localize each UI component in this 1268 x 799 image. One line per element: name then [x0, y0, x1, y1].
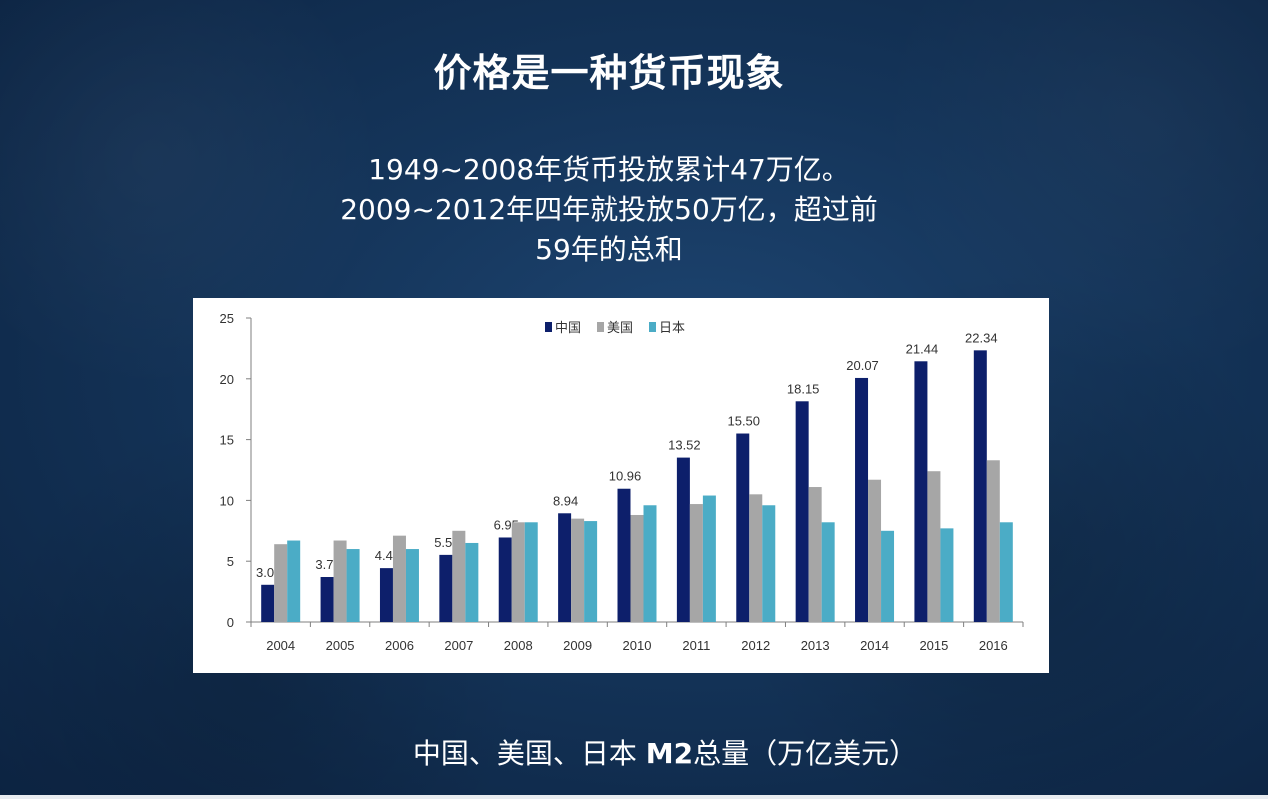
bar-japan — [584, 521, 598, 622]
bar-china — [855, 377, 869, 622]
bar-japan — [524, 522, 538, 622]
bar-china — [676, 457, 690, 622]
data-label: 21.44 — [906, 341, 939, 356]
x-tick-label: 2009 — [563, 638, 592, 653]
x-tick-label: 2010 — [623, 638, 652, 653]
data-label: 15.50 — [727, 414, 760, 429]
legend-label: 美国 — [607, 320, 633, 335]
bar-usa — [511, 522, 525, 622]
bar-china — [617, 488, 631, 622]
bar-usa — [274, 544, 288, 622]
bar-japan — [465, 542, 479, 622]
data-label: 10.96 — [609, 469, 642, 484]
caption-suffix: 总量（万亿美元） — [693, 737, 918, 770]
x-tick-label: 2006 — [385, 638, 414, 653]
slide-title: 价格是一种货币现象 — [433, 51, 785, 95]
m2-bar-chart: 05101520253.0620043.7020054.4320065.5220… — [220, 311, 1024, 653]
data-label: 22.34 — [965, 330, 998, 345]
bar-usa — [927, 471, 941, 622]
x-tick-label: 2011 — [682, 638, 710, 653]
chart-caption: 中国、美国、日本 M2总量（万亿美元） — [340, 732, 990, 772]
bar-china — [498, 537, 512, 622]
chart-panel: 0 5 10 15 20 25 3.06 2004 3.70 2005 4.43 2006 5.52 20… — [193, 298, 1049, 673]
y-tick-label: 0 — [227, 615, 234, 630]
x-tick-label: 2005 — [326, 638, 355, 653]
bar-japan — [821, 522, 835, 622]
bar-usa — [392, 535, 406, 622]
y-tick-label: 15 — [220, 433, 234, 448]
legend-label: 中国 — [555, 320, 581, 335]
bar-china — [320, 577, 334, 622]
legend-swatch — [597, 322, 604, 332]
bar-usa — [452, 530, 466, 622]
y-tick-label: 10 — [220, 493, 234, 508]
x-tick-label: 2004 — [266, 638, 295, 653]
bar-usa — [986, 460, 1000, 622]
bar-usa — [689, 504, 703, 622]
x-tick-label: 2012 — [741, 638, 770, 653]
x-tick-label: 2016 — [979, 638, 1008, 653]
x-tick-label: 2015 — [919, 638, 948, 653]
bar-japan — [881, 530, 895, 622]
bar-china — [914, 361, 928, 622]
x-tick-label: 2013 — [801, 638, 830, 653]
data-label: 20.07 — [846, 358, 879, 373]
x-tick-label: 2008 — [504, 638, 533, 653]
bar-china — [795, 401, 809, 622]
subtitle-line-1: 1949~2008年货币投放累计47万亿。 — [368, 153, 850, 186]
data-label: 18.15 — [787, 381, 820, 396]
bar-japan — [643, 505, 657, 622]
bar-japan — [702, 495, 716, 622]
subtitle: 1949~2008年货币投放累计47万亿。 2009~2012年四年就投放50万… — [200, 150, 1018, 270]
x-tick-label: 2007 — [444, 638, 473, 653]
bar-usa — [630, 514, 644, 622]
y-tick-label: 5 — [227, 554, 234, 569]
bar-usa — [808, 487, 822, 622]
bar-china — [736, 433, 750, 622]
legend-swatch — [545, 322, 552, 332]
legend-label: 日本 — [659, 320, 685, 335]
y-tick-label: 25 — [220, 311, 234, 326]
bar-usa — [333, 540, 347, 622]
data-label: 8.94 — [553, 493, 578, 508]
bar-japan — [940, 528, 954, 622]
bar-japan — [346, 549, 360, 622]
bar-usa — [571, 518, 585, 622]
subtitle-line-2: 2009~2012年四年就投放50万亿，超过前 — [340, 193, 878, 226]
caption-prefix: 中国、美国、日本 — [412, 737, 646, 770]
bar-china — [558, 513, 572, 622]
bar-usa — [749, 494, 763, 622]
x-tick-label: 2014 — [860, 638, 889, 653]
bar-china — [261, 584, 275, 622]
bar-japan — [999, 522, 1013, 622]
y-tick-label: 20 — [220, 372, 234, 387]
bar-japan — [762, 505, 776, 622]
bottom-strip — [0, 795, 1268, 799]
data-label: 13.52 — [668, 438, 701, 453]
bar-china — [439, 554, 453, 622]
bar-china — [973, 350, 987, 622]
caption-bold: M2 — [645, 737, 694, 770]
bar-china — [379, 568, 393, 622]
bar-usa — [868, 479, 882, 622]
legend-swatch — [649, 322, 656, 332]
bar-japan — [287, 540, 301, 622]
subtitle-line-3: 59年的总和 — [535, 233, 683, 266]
bar-japan — [405, 549, 419, 622]
